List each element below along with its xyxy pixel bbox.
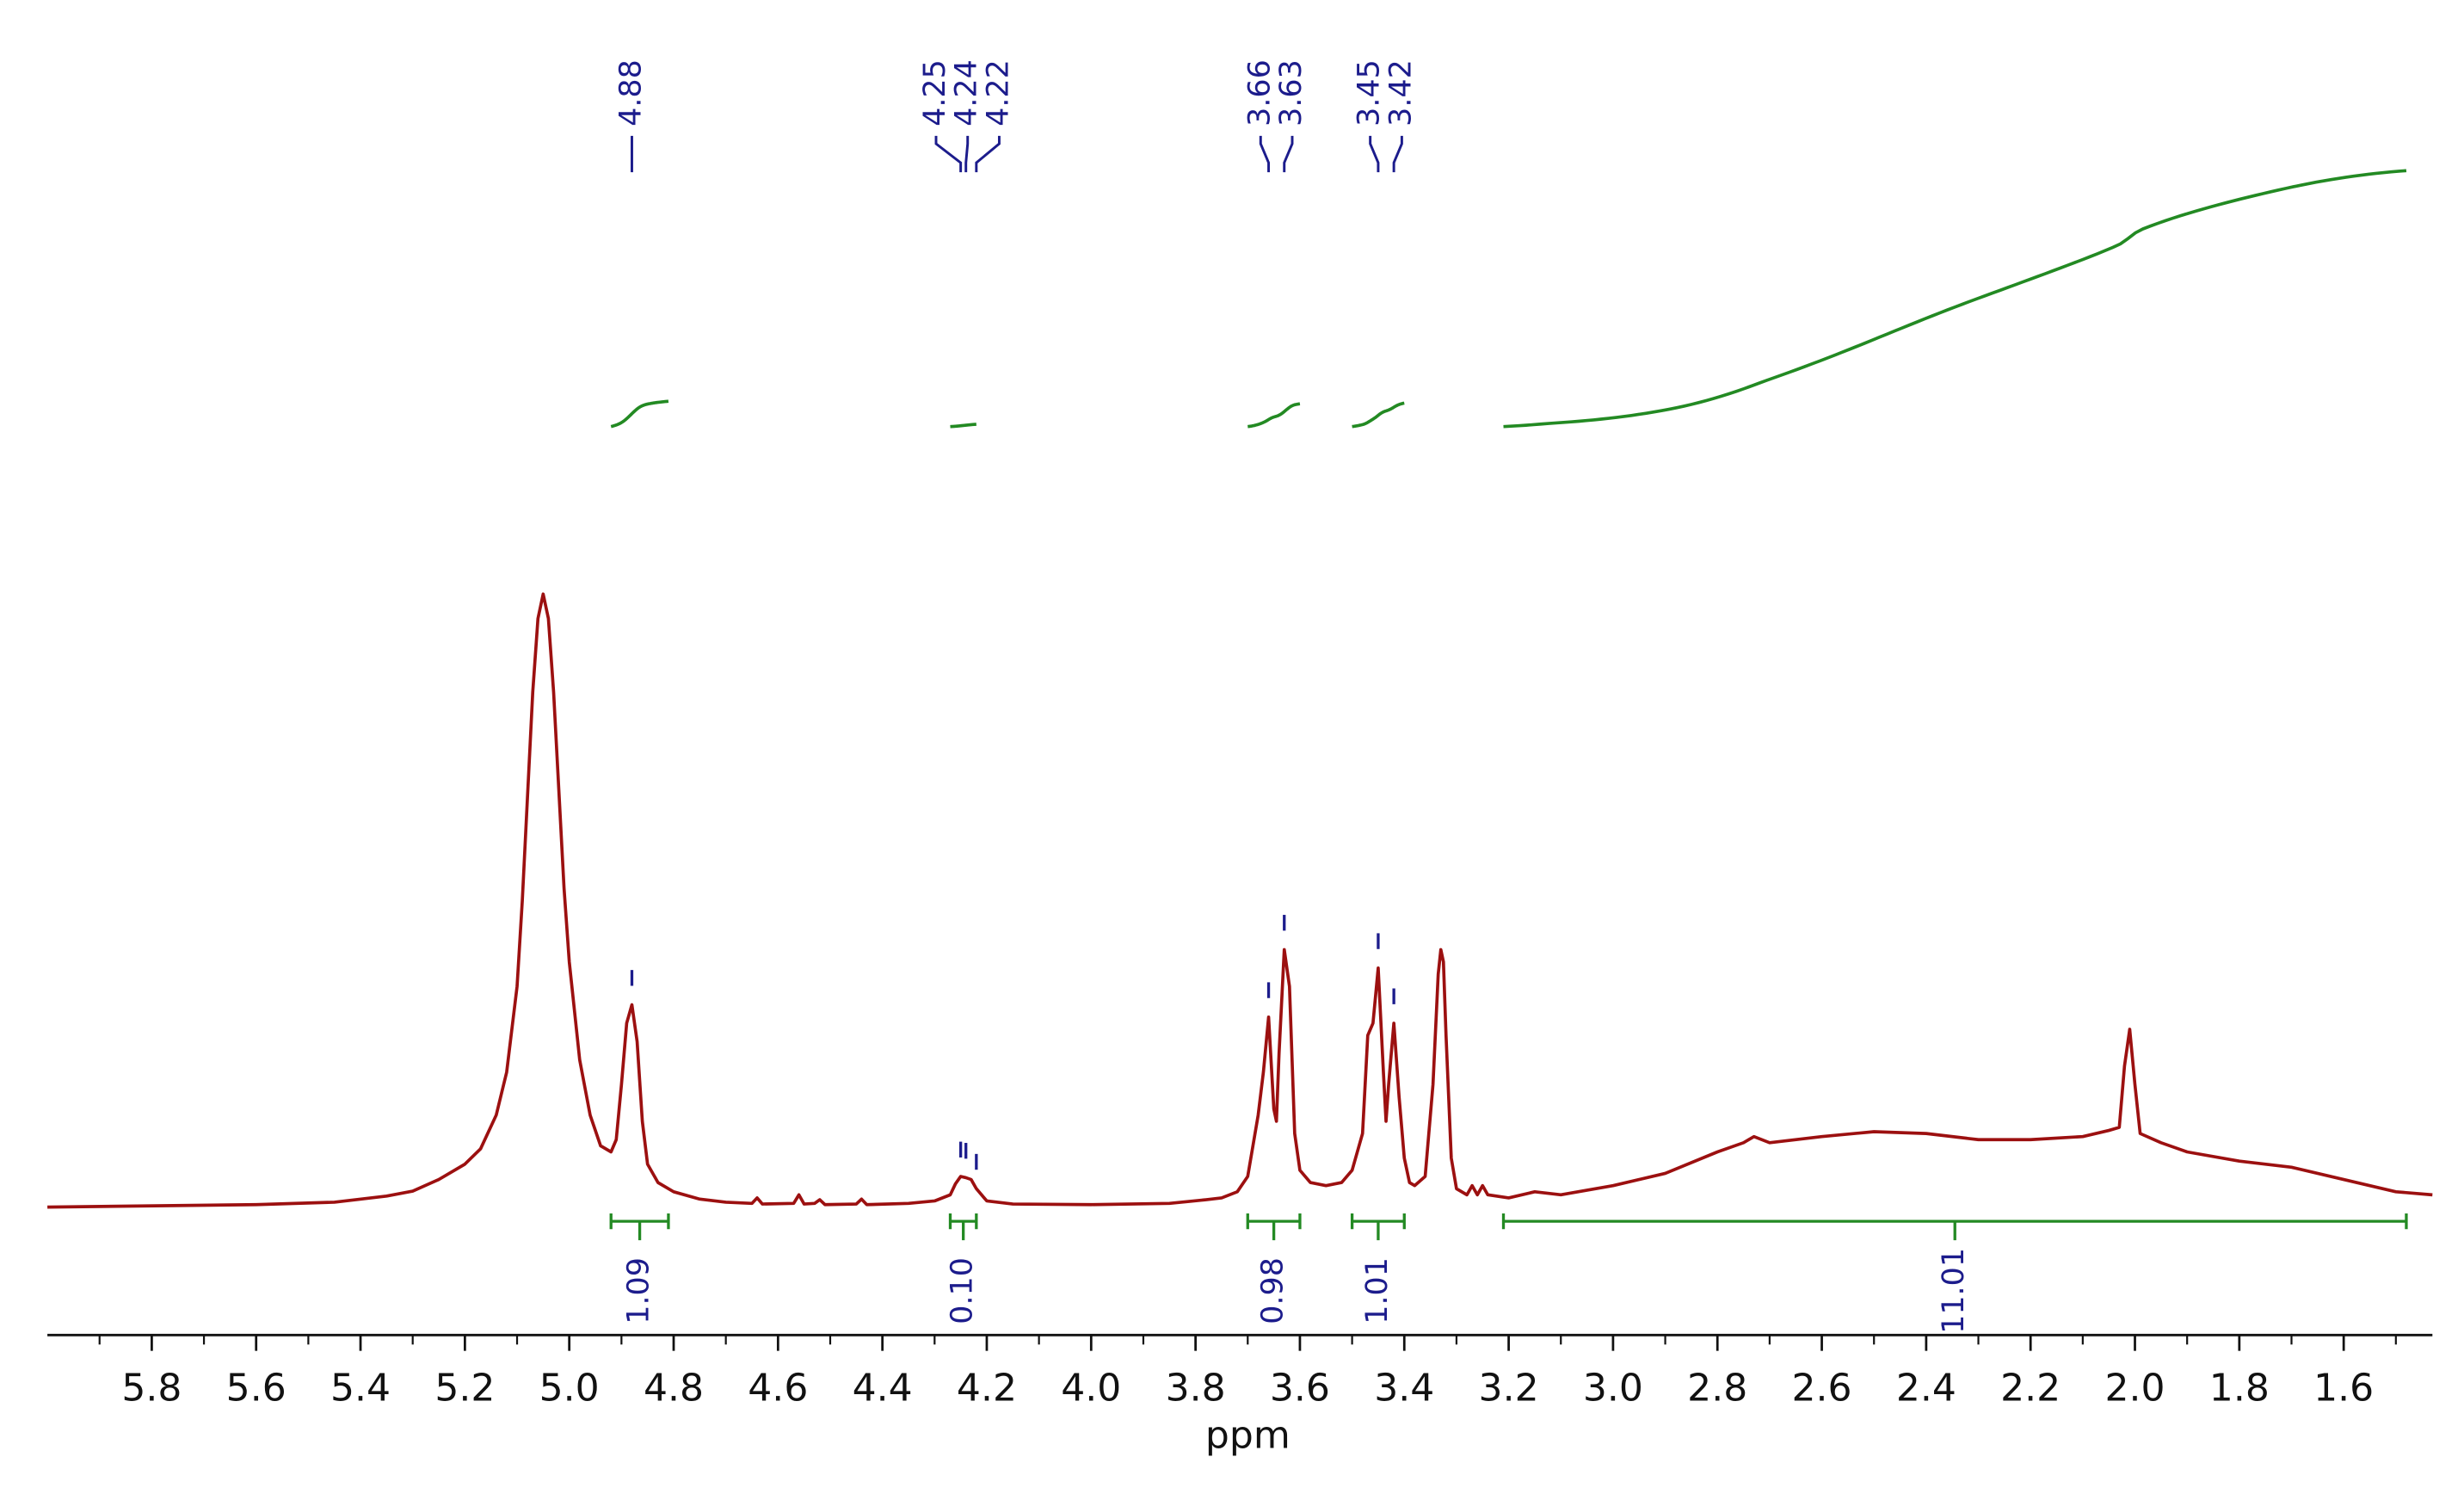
x-tick-label: 2.0 bbox=[2104, 1367, 2165, 1411]
integral-bracket bbox=[609, 1213, 670, 1241]
peak-label: 3.45 bbox=[1352, 59, 1387, 127]
peak-label: 3.42 bbox=[1383, 59, 1418, 127]
integral-curve bbox=[1503, 169, 2407, 429]
x-tick-label: 3.8 bbox=[1166, 1367, 1226, 1411]
peak-label: 4.88 bbox=[613, 59, 648, 127]
integral-label: 11.01 bbox=[1937, 1248, 1971, 1334]
peak-label: 4.25 bbox=[918, 59, 952, 127]
peak-connector bbox=[1283, 135, 1294, 173]
x-tick-label: 2.8 bbox=[1687, 1367, 1747, 1411]
integral-label: 1.09 bbox=[622, 1257, 656, 1324]
x-tick-label: 2.4 bbox=[1896, 1367, 1956, 1411]
x-tick-label: 1.8 bbox=[2209, 1367, 2270, 1411]
x-axis-label: ppm bbox=[1205, 1414, 1291, 1458]
x-tick-label: 4.8 bbox=[644, 1367, 704, 1411]
integral-curve bbox=[610, 399, 669, 429]
x-tick-label: 3.6 bbox=[1270, 1367, 1330, 1411]
x-tick-label: 5.4 bbox=[330, 1367, 391, 1411]
integral-curve bbox=[1247, 402, 1301, 429]
peak-connector bbox=[975, 135, 1001, 173]
x-tick-label: 3.0 bbox=[1583, 1367, 1643, 1411]
x-tick-label: 3.2 bbox=[1479, 1367, 1539, 1411]
x-tick-label: 4.4 bbox=[853, 1367, 913, 1411]
peak-connector bbox=[1392, 135, 1403, 173]
peak-connector bbox=[1369, 135, 1380, 173]
peak-label: 3.66 bbox=[1242, 59, 1277, 127]
x-tick-label: 4.0 bbox=[1061, 1367, 1121, 1411]
integral-bracket bbox=[1501, 1213, 2408, 1241]
integral-label: 0.10 bbox=[946, 1257, 980, 1324]
spectrum bbox=[47, 592, 2433, 1209]
integral-bracket bbox=[1246, 1213, 1302, 1241]
integral-curve bbox=[950, 423, 976, 429]
x-tick-label: 5.8 bbox=[121, 1367, 182, 1411]
integral-label: 0.98 bbox=[1256, 1257, 1291, 1324]
x-tick-label: 1.6 bbox=[2313, 1367, 2374, 1411]
integral-bracket bbox=[1350, 1213, 1406, 1241]
x-tick-label: 2.6 bbox=[1792, 1367, 1852, 1411]
x-tick-label: 2.2 bbox=[2000, 1367, 2061, 1411]
peak-connector bbox=[1259, 135, 1271, 173]
x-tick-label: 5.0 bbox=[539, 1367, 600, 1411]
x-tick-label: 5.6 bbox=[226, 1367, 286, 1411]
integral-bracket bbox=[948, 1213, 978, 1241]
x-tick-label: 3.4 bbox=[1374, 1367, 1434, 1411]
x-tick-label: 4.2 bbox=[957, 1367, 1017, 1411]
integral-curve bbox=[1352, 401, 1405, 429]
peak-connector bbox=[934, 135, 963, 173]
x-tick-label: 4.6 bbox=[748, 1367, 808, 1411]
integral-label: 1.01 bbox=[1360, 1257, 1395, 1324]
peak-label: 4.22 bbox=[981, 59, 1015, 127]
peak-connector bbox=[964, 135, 970, 173]
peak-label: 4.24 bbox=[950, 59, 984, 127]
peak-label: 3.63 bbox=[1274, 59, 1309, 127]
x-tick-label: 5.2 bbox=[434, 1367, 495, 1411]
